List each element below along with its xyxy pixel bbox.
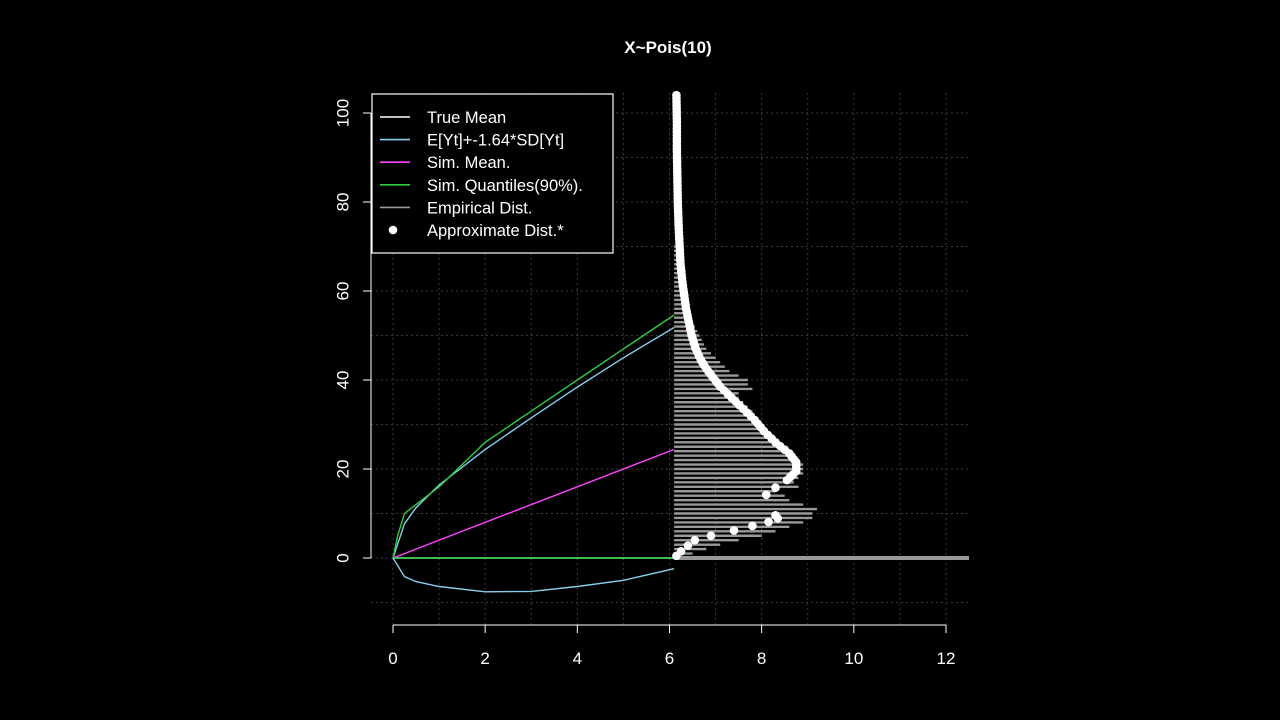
approx-point — [706, 531, 716, 541]
approx-point — [731, 397, 740, 406]
approx-point — [742, 408, 752, 417]
approx-point — [761, 490, 771, 500]
approx-point — [675, 245, 685, 255]
y-tick-label: 20 — [333, 460, 352, 479]
legend-swatch — [388, 225, 398, 235]
x-tick-label: 0 — [388, 649, 397, 668]
approx-point — [771, 510, 780, 520]
legend-label: Empirical Dist. — [427, 199, 532, 217]
approx-point — [688, 334, 697, 344]
series-line — [392, 448, 675, 559]
legend-label: E[Yt]+-1.64*SD[Yt] — [427, 132, 564, 150]
approx-point — [676, 263, 686, 273]
approx-point — [693, 348, 702, 357]
y-tick-label: 0 — [333, 553, 352, 562]
series-line — [392, 314, 675, 559]
approx-point — [698, 358, 707, 368]
approx-point — [683, 541, 693, 550]
x-tick-label: 8 — [757, 649, 766, 668]
x-tick-label: 10 — [844, 649, 863, 668]
approx-point — [685, 321, 694, 330]
approx-point — [690, 535, 700, 545]
approx-point — [672, 147, 682, 157]
approx-point — [748, 521, 757, 531]
y-tick-label: 80 — [333, 193, 352, 212]
approx-point — [775, 441, 785, 451]
legend-box — [371, 93, 614, 254]
approx-point — [763, 430, 773, 440]
chart-title: X~Pois(10) — [624, 38, 711, 57]
series-line — [392, 557, 675, 593]
series-lines — [392, 314, 675, 593]
approx-point — [673, 174, 682, 183]
empirical-dist — [674, 245, 970, 560]
approx-point — [771, 483, 780, 492]
x-tick-label: 12 — [937, 649, 956, 668]
approx-point — [672, 120, 682, 130]
approx-point — [753, 419, 763, 429]
legend-label: True Mean — [427, 109, 506, 127]
approx-point — [672, 94, 681, 103]
approx-point — [729, 526, 739, 535]
x-tick-label: 4 — [573, 649, 582, 668]
approx-point — [678, 281, 688, 290]
legend-label: Approximate Dist.* — [427, 222, 564, 240]
approx-point — [673, 201, 683, 210]
approx-point — [674, 227, 684, 237]
approx-point — [719, 386, 729, 395]
series-line — [392, 326, 675, 559]
x-tick-label: 6 — [665, 649, 674, 668]
grid — [371, 93, 969, 625]
approx-point — [711, 376, 720, 386]
approx-point — [787, 452, 796, 461]
legend-label: Sim. Mean. — [427, 154, 510, 172]
approx-point — [676, 547, 686, 556]
approximate-dist-points — [672, 90, 801, 561]
legend-label: Sim. Quantiles(90%). — [427, 177, 583, 195]
y-tick-label: 40 — [333, 371, 352, 390]
approx-point — [682, 307, 692, 317]
y-tick-label: 60 — [333, 282, 352, 301]
legend: True Mean E[Yt]+-1.64*SD[Yt] Sim. Mean. Sim… — [371, 93, 614, 254]
approx-point — [680, 294, 690, 304]
approx-point — [764, 517, 773, 527]
x-tick-label: 2 — [480, 649, 489, 668]
axes: 0 2 4 6 8 10 12 0 20 40 60 80 100 — [333, 99, 955, 668]
y-tick-label: 100 — [333, 99, 352, 127]
